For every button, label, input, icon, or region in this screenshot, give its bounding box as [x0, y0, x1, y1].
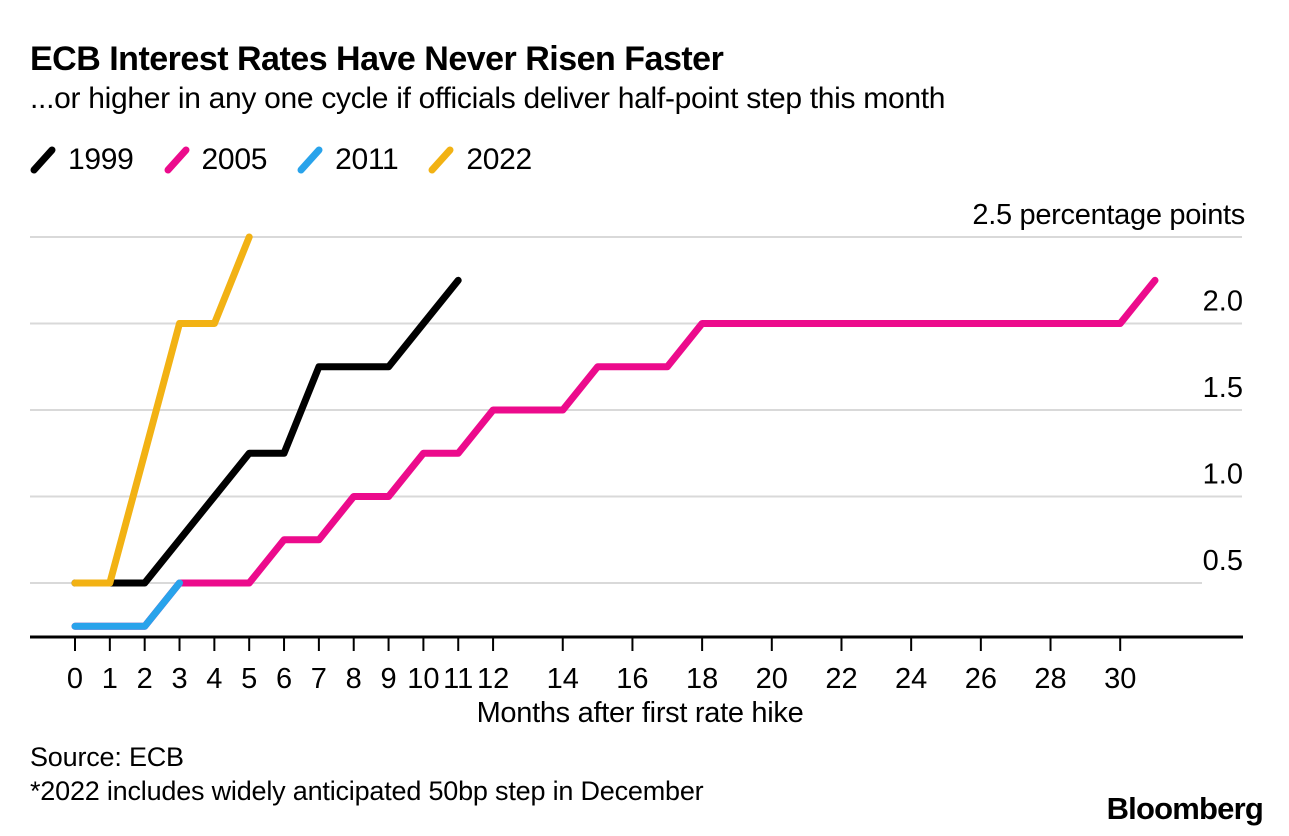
legend-line-swatch-icon: [164, 146, 190, 174]
x-tick-label-18: 18: [686, 663, 718, 695]
legend-line-swatch-stroke: [164, 146, 190, 174]
x-tick-label-10: 10: [407, 663, 439, 695]
legend-label: 2022: [466, 143, 532, 176]
x-axis-title: Months after first rate hike: [477, 697, 804, 729]
legend-line-swatch-stroke: [297, 146, 323, 174]
y-tick-label-2.0: 2.0: [1203, 286, 1243, 318]
series-line-2022: [71, 233, 253, 587]
footnote-text: *2022 includes widely anticipated 50bp s…: [30, 776, 704, 806]
x-tick-label-14: 14: [547, 663, 579, 695]
series-line-2005: [71, 276, 1159, 630]
x-tick-label-11: 11: [443, 663, 473, 695]
x-tick-label-28: 28: [1034, 663, 1066, 695]
legend-line-swatch-icon: [297, 146, 323, 174]
series-line-2011: [71, 579, 183, 630]
y-axis-unit-label: 2.5 percentage points: [972, 199, 1245, 231]
legend-label: 2005: [201, 143, 268, 176]
x-tick-label-1: 1: [102, 663, 118, 695]
x-tick-label-4: 4: [206, 663, 222, 695]
x-tick-label-24: 24: [895, 663, 927, 695]
legend-line-swatch-stroke: [30, 146, 56, 174]
x-tick-label-20: 20: [756, 663, 788, 695]
x-tick-label-7: 7: [311, 663, 327, 695]
y-tick-label-1.5: 1.5: [1203, 372, 1243, 404]
x-tick-label-5: 5: [241, 663, 257, 695]
x-tick-label-6: 6: [276, 663, 292, 695]
x-tick-label-9: 9: [380, 663, 396, 695]
x-tick-label-30: 30: [1104, 663, 1136, 695]
bloomberg-logo: Bloomberg: [1106, 791, 1264, 826]
legend-item-2011: 2011: [297, 143, 399, 177]
legend: 1999 2005 2011 2022: [30, 143, 532, 177]
legend-item-1999: 1999: [30, 143, 134, 177]
series-line-1999: [71, 276, 462, 587]
x-tick-label-22: 22: [825, 663, 857, 695]
legend-line-swatch-stroke: [428, 146, 454, 174]
y-tick-label-0.5: 0.5: [1203, 545, 1243, 577]
x-tick-label-3: 3: [171, 663, 187, 695]
chart-title: ECB Interest Rates Have Never Risen Fast…: [30, 40, 724, 78]
x-tick-label-8: 8: [346, 663, 362, 695]
x-tick-label-26: 26: [965, 663, 997, 695]
x-tick-label-12: 12: [477, 663, 509, 695]
y-tick-label-1.0: 1.0: [1203, 459, 1243, 491]
legend-item-2022: 2022: [428, 143, 532, 177]
legend-item-2005: 2005: [164, 143, 268, 177]
legend-line-swatch-icon: [428, 146, 454, 174]
legend-line-swatch-icon: [30, 146, 56, 174]
x-tick-label-0: 0: [67, 663, 83, 695]
x-tick-label-2: 2: [137, 663, 153, 695]
chart-subtitle: ...or higher in any one cycle if officia…: [30, 82, 946, 115]
legend-label: 2011: [335, 143, 399, 176]
x-tick-label-16: 16: [616, 663, 648, 695]
legend-label: 1999: [68, 143, 134, 176]
source-text: Source: ECB: [30, 742, 184, 772]
